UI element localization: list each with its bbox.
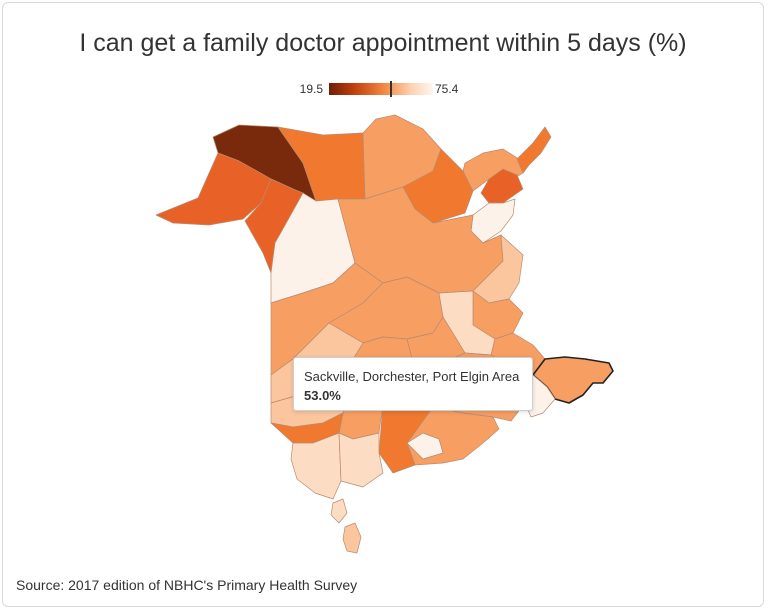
new-brunswick-map — [155, 114, 614, 554]
region-sc-light-island[interactable] — [406, 432, 444, 460]
region-acadian-peninsula[interactable] — [480, 168, 524, 204]
tooltip-area-name: Sackville, Dorchester, Port Elgin Area — [304, 369, 520, 384]
legend-max: 75.4 — [435, 82, 459, 96]
region-ne-light[interactable] — [470, 198, 516, 244]
chart-title: I can get a family doctor appointment wi… — [79, 29, 687, 57]
island-small-1[interactable] — [330, 498, 348, 524]
island-grand-manan[interactable] — [342, 522, 362, 554]
legend-value-marker — [390, 81, 392, 97]
region-acadian-tip[interactable] — [516, 126, 552, 174]
source-note: Source: 2017 edition of NBHC's Primary H… — [16, 577, 358, 593]
legend-min: 19.5 — [299, 82, 323, 96]
tooltip-value: 53.0% — [304, 388, 341, 403]
region-sw-light-b[interactable] — [338, 432, 384, 488]
region-sw-light-a[interactable] — [290, 432, 342, 500]
legend-gradient-bar — [329, 83, 432, 95]
region-tooltip: Sackville, Dorchester, Port Elgin Area 5… — [293, 357, 533, 411]
color-legend: 19.5 75.4 — [3, 81, 763, 99]
